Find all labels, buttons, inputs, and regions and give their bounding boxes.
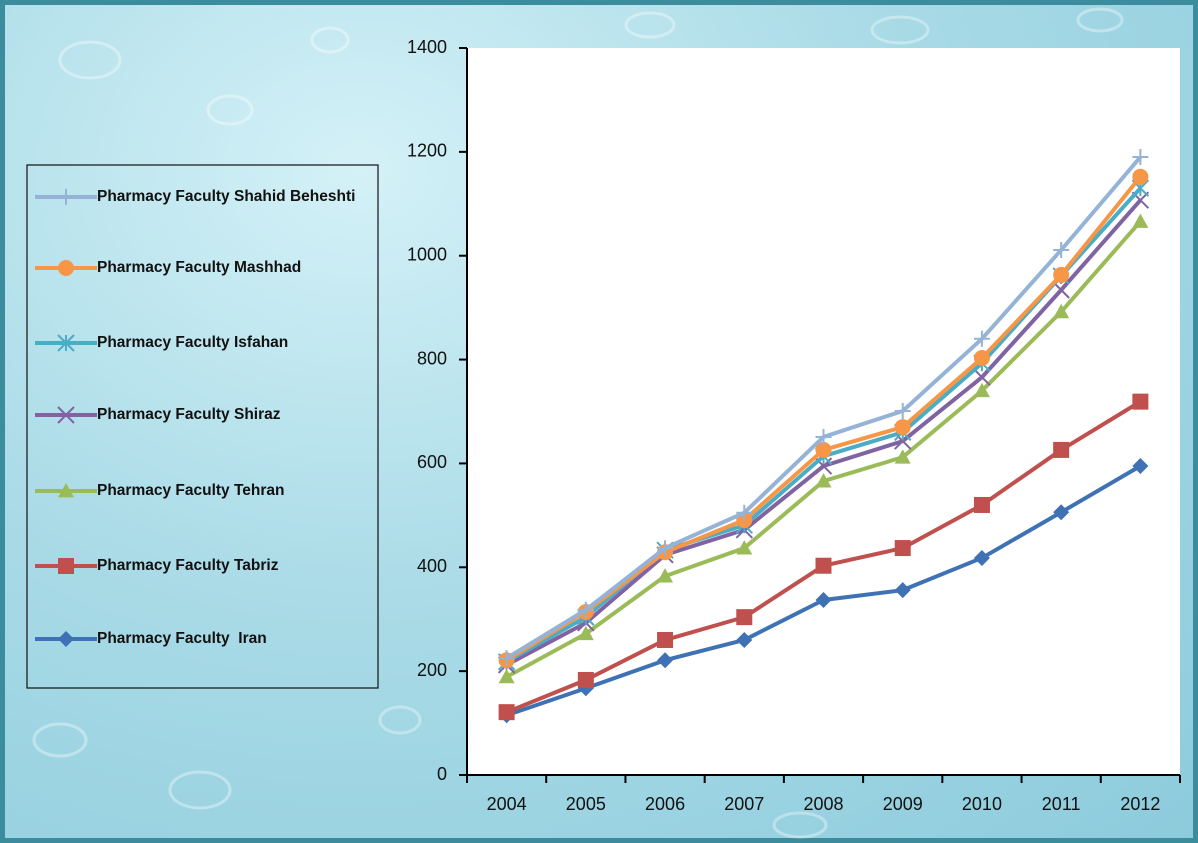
marker <box>498 668 515 684</box>
legend-label: Pharmacy Faculty Tabriz <box>97 557 279 574</box>
marker <box>577 625 594 641</box>
marker <box>657 631 674 648</box>
x-tick-label: 2009 <box>883 794 923 814</box>
marker <box>736 631 753 648</box>
x-tick-label: 2005 <box>566 794 606 814</box>
marker <box>577 601 594 618</box>
legend-label: Pharmacy Faculty Mashhad <box>97 259 302 276</box>
marker <box>57 334 75 352</box>
marker <box>58 260 74 276</box>
marker <box>815 557 832 574</box>
texture <box>32 7 1124 839</box>
marker <box>894 402 911 419</box>
x-tick-label: 2011 <box>1042 794 1081 814</box>
marker <box>58 558 74 574</box>
y-tick-label: 0 <box>437 764 447 784</box>
legend-label: Pharmacy Faculty Isfahan <box>97 334 289 351</box>
y-tick-label: 1400 <box>407 37 447 57</box>
marker <box>1132 213 1149 228</box>
y-tick-label: 200 <box>417 660 447 680</box>
marker <box>1053 504 1070 521</box>
marker <box>657 540 674 557</box>
y-tick-label: 600 <box>417 452 447 472</box>
x-tick-label: 2004 <box>487 794 527 814</box>
legend-label: Pharmacy Faculty Tehran <box>97 482 285 499</box>
x-tick-label: 2010 <box>962 794 1002 814</box>
y-tick-label: 800 <box>417 348 447 368</box>
x-tick-label: 2008 <box>803 794 843 814</box>
marker <box>815 428 832 445</box>
marker <box>815 473 832 488</box>
marker <box>1132 168 1149 185</box>
marker <box>1132 458 1149 475</box>
marker <box>577 671 594 688</box>
marker <box>894 582 911 599</box>
y-tick-label: 400 <box>417 556 447 576</box>
marker <box>894 419 911 436</box>
y-tick-label: 1000 <box>407 244 447 264</box>
x-tick-label: 2007 <box>724 794 764 814</box>
legend-label: Pharmacy Faculty Shiraz <box>97 406 281 423</box>
legend-box <box>26 164 379 689</box>
marker <box>973 496 990 513</box>
marker <box>736 609 753 626</box>
marker <box>736 540 753 555</box>
marker <box>815 441 832 458</box>
marker <box>58 483 74 498</box>
marker <box>1132 149 1149 166</box>
marker <box>1053 266 1070 283</box>
marker <box>498 650 515 667</box>
marker <box>657 568 674 583</box>
x-tick-label: 2012 <box>1120 794 1160 814</box>
marker <box>58 189 74 205</box>
y-tick-label: 1200 <box>407 141 447 161</box>
marker <box>894 449 911 464</box>
marker <box>973 382 990 398</box>
plot-area <box>467 48 1180 775</box>
marker <box>657 652 674 669</box>
marker <box>58 631 74 647</box>
marker <box>894 540 911 557</box>
marker <box>973 368 991 386</box>
marker <box>498 704 515 721</box>
marker <box>973 549 990 566</box>
marker <box>1053 441 1070 458</box>
marker <box>973 330 990 347</box>
marker <box>1053 303 1070 319</box>
legend-label: Pharmacy Faculty Iran <box>97 630 267 647</box>
marker <box>1132 393 1149 410</box>
marker <box>1053 242 1070 259</box>
x-tick-label: 2006 <box>645 794 685 814</box>
legend-label: Pharmacy Faculty Shahid Beheshti <box>97 188 356 205</box>
marker <box>973 350 990 367</box>
marker <box>57 406 75 424</box>
marker <box>815 592 832 609</box>
marker <box>736 504 753 521</box>
